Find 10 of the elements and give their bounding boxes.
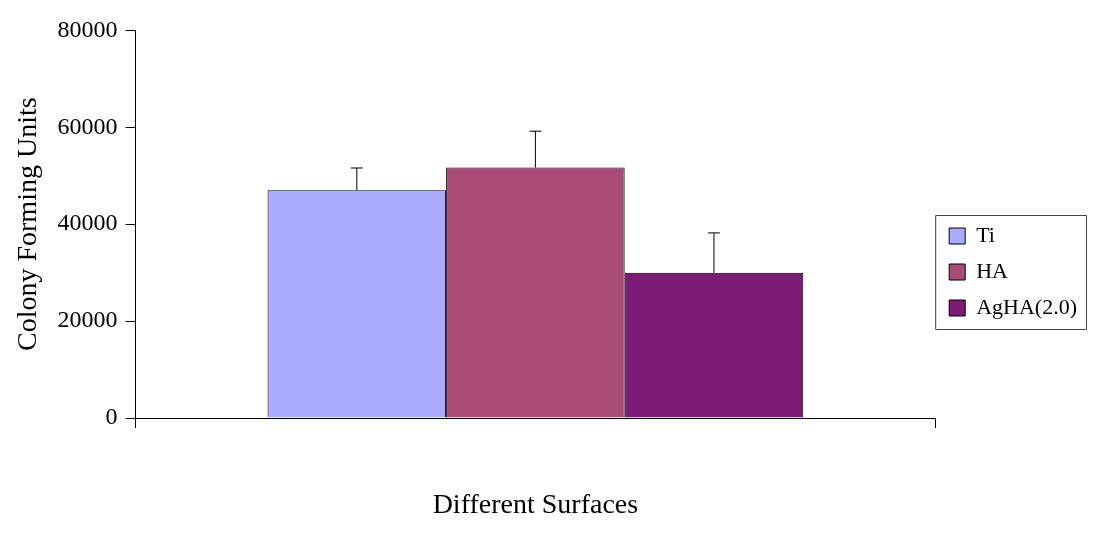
y-tick-label: 40000 bbox=[57, 209, 118, 236]
y-axis-title: Colony Forming Units bbox=[11, 97, 43, 351]
y-tick-label: 20000 bbox=[57, 306, 118, 333]
y-tick-label: 0 bbox=[105, 403, 118, 430]
y-tick-label: 80000 bbox=[57, 15, 118, 42]
legend-label: HA bbox=[976, 257, 1009, 283]
legend-label: Ti bbox=[976, 221, 995, 247]
x-axis-title: Different Surfaces bbox=[432, 487, 639, 519]
legend-label: AgHA(2.0) bbox=[976, 293, 1078, 319]
y-tick-label: 60000 bbox=[57, 112, 118, 139]
